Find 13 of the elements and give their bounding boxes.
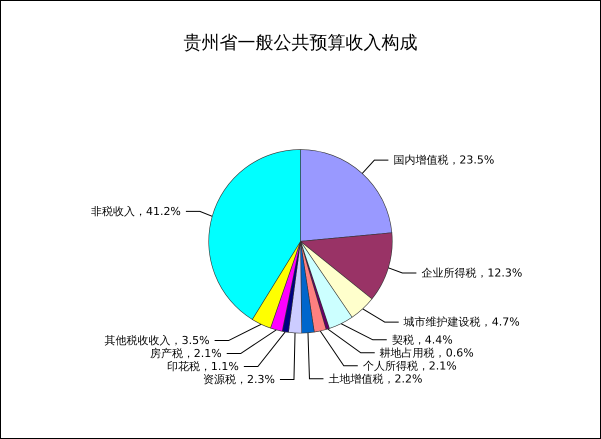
slice-label: 国内增值税，23.5% (393, 154, 494, 167)
slice-label: 资源税，2.3% (203, 373, 275, 386)
slice-label: 房产税，2.1% (150, 347, 222, 360)
chart-title: 贵州省一般公共预算收入构成 (184, 32, 418, 54)
slice-label: 城市维护建设税，4.7% (402, 316, 520, 329)
slice-label: 个人所得税，2.1% (362, 359, 457, 372)
slice-label: 耕地占用税，0.6% (380, 346, 474, 360)
slice-label: 印花税，1.1% (166, 360, 239, 374)
slice-label: 其他税收收入，3.5% (104, 334, 210, 348)
slice-label: 契税，4.4% (392, 333, 453, 346)
slice-label: 土地增值税，2.2% (328, 372, 422, 386)
slice-label: 非税收入，41.2% (90, 204, 181, 218)
slice-label: 企业所得税，12.3% (421, 266, 522, 280)
